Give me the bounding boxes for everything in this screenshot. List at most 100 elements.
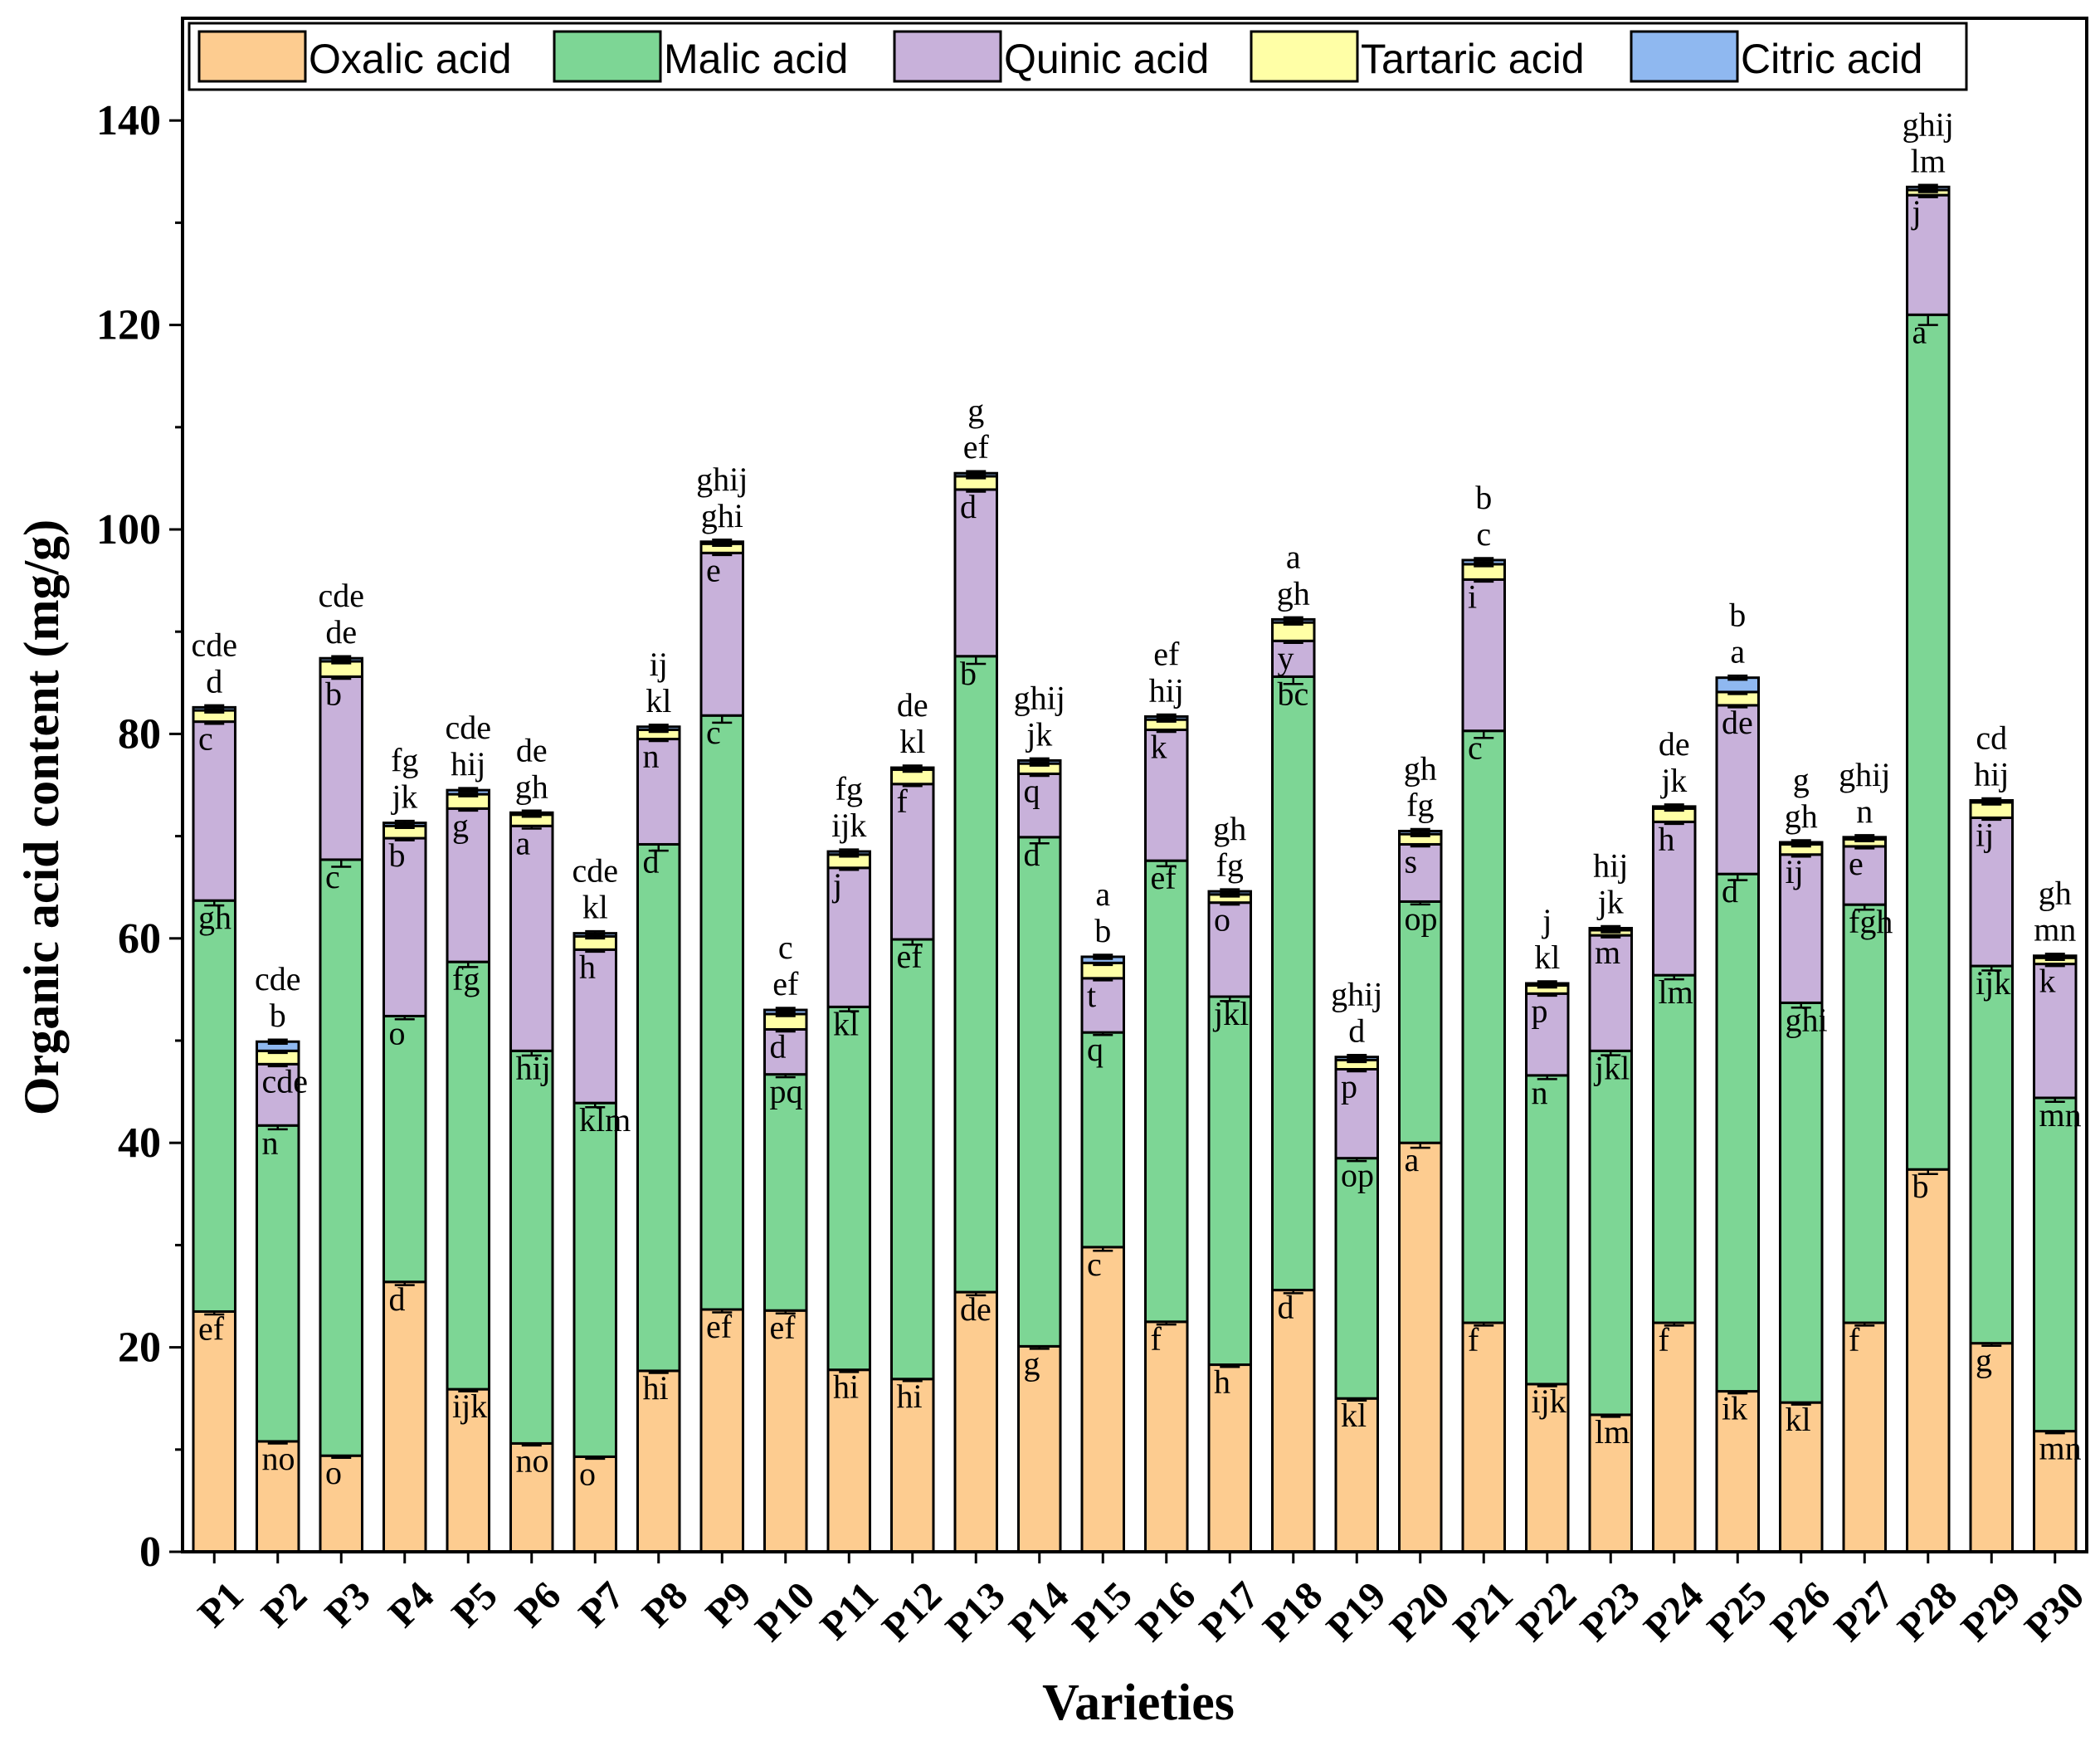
sig-letter-P20-0: a — [1405, 1141, 1420, 1178]
bar-P9-quinic-acid — [699, 551, 744, 717]
bar-P16-oxalic-acid — [1144, 1320, 1189, 1553]
sig-letter-P12-0: hi — [897, 1378, 923, 1415]
sig-letter-P11-2: j — [831, 866, 842, 904]
legend-label-tartaric-acid: Tartaric acid — [1361, 36, 1585, 82]
x-tick-label-P19: P19 — [1318, 1573, 1395, 1650]
legend-label-oxalic-acid: Oxalic acid — [309, 36, 512, 82]
sig-letter-P6-1: hij — [516, 1049, 551, 1086]
x-tick-label-P12: P12 — [874, 1573, 950, 1650]
bar-P7-oxalic-acid — [573, 1455, 617, 1553]
error-bar-P9-4 — [712, 539, 733, 545]
bar-P20-malic-acid — [1398, 900, 1443, 1144]
x-tick-label-P17: P17 — [1191, 1573, 1268, 1650]
sig-letter-P4-2: b — [389, 836, 406, 874]
bar-P14-quinic-acid — [1017, 772, 1062, 839]
sig-letter-P24-4: de — [1659, 725, 1690, 763]
sig-letter-P27-1: fgh — [1849, 903, 1893, 940]
sig-letter-P15-2: t — [1087, 977, 1096, 1014]
sig-letter-P11-1: kl — [833, 1005, 859, 1042]
sig-letter-P9-1: c — [706, 714, 721, 751]
sig-letter-P16-3: hij — [1149, 671, 1184, 709]
y-tick-label-40: 40 — [118, 1119, 161, 1167]
sig-letter-P27-0: f — [1849, 1321, 1860, 1358]
sig-letter-P26-1: ghi — [1786, 1001, 1828, 1038]
x-tick-label-P15: P15 — [1065, 1573, 1141, 1650]
sig-letter-P9-4: ghij — [696, 461, 748, 498]
legend-swatch-citric-acid — [1630, 30, 1739, 83]
sig-letter-P2-3: b — [270, 997, 286, 1034]
x-tick-label-P2: P2 — [253, 1573, 315, 1636]
sig-letter-P1-4: cde — [191, 626, 237, 663]
x-tick-label-P5: P5 — [444, 1573, 506, 1636]
bar-P6-oxalic-acid — [509, 1441, 554, 1553]
x-tick-label-P9: P9 — [698, 1573, 760, 1636]
bar-P25-quinic-acid — [1715, 704, 1760, 875]
error-bar-P1-4 — [204, 704, 225, 711]
sig-letter-P26-4: g — [1793, 761, 1810, 798]
error-bar-P11-4 — [839, 848, 860, 855]
error-bar-P24-4 — [1664, 803, 1684, 810]
bar-P13-oxalic-acid — [953, 1290, 998, 1553]
bar-P28-oxalic-acid — [1906, 1168, 1951, 1553]
sig-letter-P26-3: gh — [1785, 797, 1818, 835]
sig-letter-P6-3: gh — [515, 768, 548, 805]
sig-letter-P23-1: jkl — [1593, 1049, 1630, 1086]
sig-letter-P24-3: jk — [1659, 762, 1687, 799]
sig-letter-P10-3: ef — [772, 965, 799, 1002]
bar-P3-malic-acid — [319, 858, 363, 1457]
sig-letter-P1-0: ef — [198, 1309, 225, 1347]
bar-P27-oxalic-acid — [1842, 1321, 1887, 1553]
error-bar-P14-4 — [1029, 757, 1050, 764]
bar-P4-oxalic-acid — [382, 1280, 427, 1553]
sig-letter-P11-3: ijk — [831, 807, 866, 844]
error-bar-P3-4 — [331, 655, 352, 661]
bar-P11-malic-acid — [826, 1005, 871, 1372]
bar-P27-quinic-acid — [1842, 845, 1887, 906]
sig-letter-P26-2: ij — [1786, 853, 1804, 890]
sig-letter-P28-0: b — [1912, 1168, 1929, 1205]
error-bar-P22-4 — [1537, 980, 1557, 987]
x-axis-title: Varieties — [1042, 1675, 1235, 1731]
bar-P26-malic-acid — [1779, 1001, 1824, 1404]
x-tick-label-P6: P6 — [507, 1573, 569, 1636]
bar-P29-quinic-acid — [1969, 816, 2014, 968]
legend-swatch-oxalic-acid — [197, 30, 307, 83]
plot-frame — [181, 17, 2088, 1553]
sig-letter-P26-0: kl — [1786, 1401, 1811, 1438]
bar-P4-malic-acid — [382, 1014, 427, 1284]
x-tick-label-P14: P14 — [1001, 1573, 1077, 1650]
sig-letter-P21-2: i — [1468, 578, 1477, 615]
x-tick-label-P11: P11 — [812, 1573, 887, 1648]
sig-letter-P8-2: n — [643, 738, 660, 775]
sig-letter-P5-0: ijk — [452, 1387, 487, 1425]
sig-letter-P7-2: h — [579, 948, 596, 985]
sig-letter-P17-1: jkl — [1212, 995, 1249, 1032]
bar-P15-malic-acid — [1080, 1031, 1125, 1249]
bar-P16-malic-acid — [1144, 859, 1189, 1324]
error-bar-P16-4 — [1156, 713, 1177, 720]
bar-P18-oxalic-acid — [1271, 1289, 1316, 1553]
error-bar-P10-4 — [775, 1007, 796, 1013]
sig-letter-P30-1: mn — [2039, 1096, 2082, 1134]
sig-letter-P12-4: de — [897, 686, 928, 724]
x-tick-label-P13: P13 — [938, 1573, 1014, 1650]
x-tick-label-P10: P10 — [747, 1573, 823, 1650]
x-tick-label-P3: P3 — [317, 1573, 379, 1636]
sig-letter-P18-3: gh — [1277, 574, 1310, 612]
bar-P15-quinic-acid — [1080, 977, 1125, 1034]
x-tick-label-P7: P7 — [571, 1573, 633, 1636]
sig-letter-P7-1: klm — [579, 1101, 631, 1139]
bar-P26-oxalic-acid — [1779, 1401, 1824, 1553]
sig-letter-P20-4: gh — [1404, 749, 1437, 787]
error-bar-P20-4 — [1410, 827, 1430, 835]
sig-letter-P22-1: n — [1532, 1074, 1548, 1111]
error-bar-P6-4 — [521, 809, 542, 817]
x-tick-label-P18: P18 — [1255, 1573, 1331, 1650]
x-tick-label-P1: P1 — [190, 1573, 252, 1636]
sig-letter-P28-1: a — [1912, 313, 1927, 350]
y-tick-label-60: 60 — [118, 915, 161, 963]
sig-letter-P22-2: p — [1532, 992, 1548, 1029]
bar-P13-quinic-acid — [953, 488, 998, 658]
sig-letter-P24-0: f — [1659, 1321, 1670, 1358]
sig-letter-P25-1: d — [1722, 872, 1738, 910]
